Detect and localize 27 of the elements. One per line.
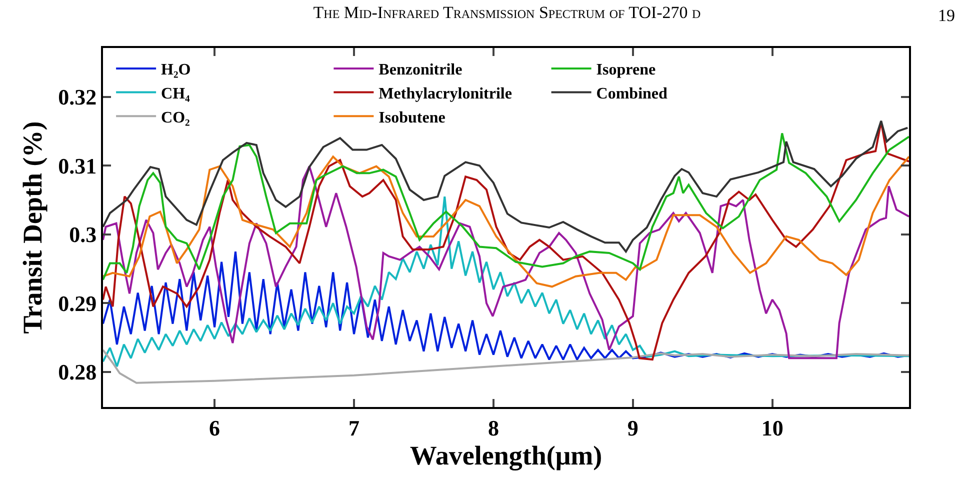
x-tick-label: 8: [488, 415, 499, 440]
line-series: [103, 165, 909, 360]
legend-label: CH₄: [161, 86, 190, 103]
line-series: [103, 156, 909, 288]
y-tick-label: 0.29: [58, 290, 97, 316]
legend-label: Benzonitrile: [378, 62, 462, 79]
text: 19: [938, 6, 955, 25]
line-series: [103, 196, 909, 368]
y-axis-title: Transit Depth (%): [18, 121, 48, 334]
line-series: [103, 348, 909, 384]
y-tick-label: 0.3: [69, 222, 97, 248]
legend-label: Isoprene: [596, 62, 656, 79]
legend-label: Methylacrylonitrile: [378, 86, 512, 103]
legend-label: Isobutene: [378, 109, 446, 126]
line-series: [103, 132, 909, 281]
legend-label: Combined: [596, 86, 668, 103]
legend-label: H₂O: [161, 62, 191, 79]
y-tick-label: 0.31: [58, 153, 97, 178]
x-tick-label: 10: [761, 415, 784, 440]
x-tick-label: 7: [348, 415, 360, 440]
y-tick-label: 0.32: [58, 84, 97, 110]
legend-label: CO₂: [161, 109, 190, 126]
x-tick-label: 6: [209, 415, 220, 440]
y-tick-label: 0.28: [58, 360, 97, 385]
chart-title: The Mid-Infrared Transmission Spectrum of TOI-270 d: [313, 2, 702, 22]
x-tick-label: 9: [627, 415, 638, 440]
x-axis-title: Wavelength(μm): [410, 440, 602, 470]
